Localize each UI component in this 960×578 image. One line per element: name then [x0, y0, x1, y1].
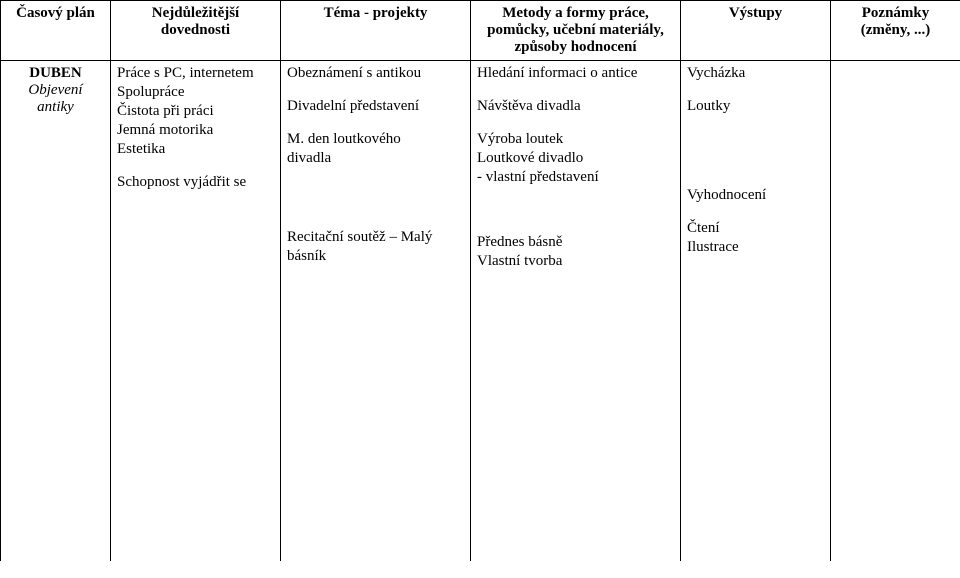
theme-4-l2: básník [287, 248, 464, 265]
skill-1: Práce s PC, internetem [117, 65, 274, 82]
theme-3-l2: divadla [287, 150, 464, 167]
content-row: DUBEN Objevení antiky Práce s PC, intern… [1, 61, 960, 561]
method-3-l3: - vlastní představení [477, 169, 674, 186]
month-label: DUBEN [7, 65, 104, 82]
skill-3: Čistota při práci [117, 103, 274, 120]
header-col4-l3: způsoby hodnocení [477, 39, 674, 56]
header-row: Časový plán Nejdůležitější dovednosti Té… [1, 1, 960, 61]
skill-5: Estetika [117, 141, 274, 158]
header-col1: Časový plán [1, 1, 111, 61]
cell-col1: DUBEN Objevení antiky [1, 61, 111, 561]
cell-col6 [831, 61, 960, 561]
plan-table: Časový plán Nejdůležitější dovednosti Té… [0, 0, 960, 561]
header-col2: Nejdůležitější dovednosti [111, 1, 281, 61]
topic-l1: Objevení [7, 82, 104, 99]
cell-col5: Vycházka Loutky Vyhodnocení Čtení Ilustr… [681, 61, 831, 561]
header-col6-l2: (změny, ...) [837, 22, 954, 39]
theme-1: Obeznámení s antikou [287, 65, 464, 82]
cell-col2: Práce s PC, internetem Spolupráce Čistot… [111, 61, 281, 561]
topic-l2: antiky [7, 99, 104, 116]
method-4-l1: Přednes básně [477, 234, 674, 251]
skill-2: Spolupráce [117, 84, 274, 101]
header-col6-l1: Poznámky [837, 5, 954, 22]
header-col2-l2: dovednosti [117, 22, 274, 39]
header-col5: Výstupy [681, 1, 831, 61]
theme-2: Divadelní představení [287, 98, 464, 115]
method-3-l2: Loutkové divadlo [477, 150, 674, 167]
header-col4-l1: Metody a formy práce, [477, 5, 674, 22]
header-col2-l1: Nejdůležitější [117, 5, 274, 22]
theme-4-l1: Recitační soutěž – Malý [287, 229, 464, 246]
output-2: Loutky [687, 98, 824, 115]
output-3: Vyhodnocení [687, 187, 824, 204]
output-1: Vycházka [687, 65, 824, 82]
header-col4-l2: pomůcky, učební materiály, [477, 22, 674, 39]
header-col1-text: Časový plán [16, 5, 95, 21]
header-col5-text: Výstupy [729, 5, 782, 21]
method-1: Hledání informaci o antice [477, 65, 674, 82]
output-4-l2: Ilustrace [687, 239, 824, 256]
skill-4: Jemná motorika [117, 122, 274, 139]
cell-col4: Hledání informaci o antice Návštěva diva… [471, 61, 681, 561]
theme-3-l1: M. den loutkového [287, 131, 464, 148]
output-4-l1: Čtení [687, 220, 824, 237]
header-col3: Téma - projekty [281, 1, 471, 61]
header-col6: Poznámky (změny, ...) [831, 1, 960, 61]
method-2: Návštěva divadla [477, 98, 674, 115]
header-col4: Metody a formy práce, pomůcky, učební ma… [471, 1, 681, 61]
method-3-l1: Výroba loutek [477, 131, 674, 148]
cell-col3: Obeznámení s antikou Divadelní představe… [281, 61, 471, 561]
method-4-l2: Vlastní tvorba [477, 253, 674, 270]
header-col3-text: Téma - projekty [324, 5, 428, 21]
skill-6: Schopnost vyjádřit se [117, 174, 274, 191]
